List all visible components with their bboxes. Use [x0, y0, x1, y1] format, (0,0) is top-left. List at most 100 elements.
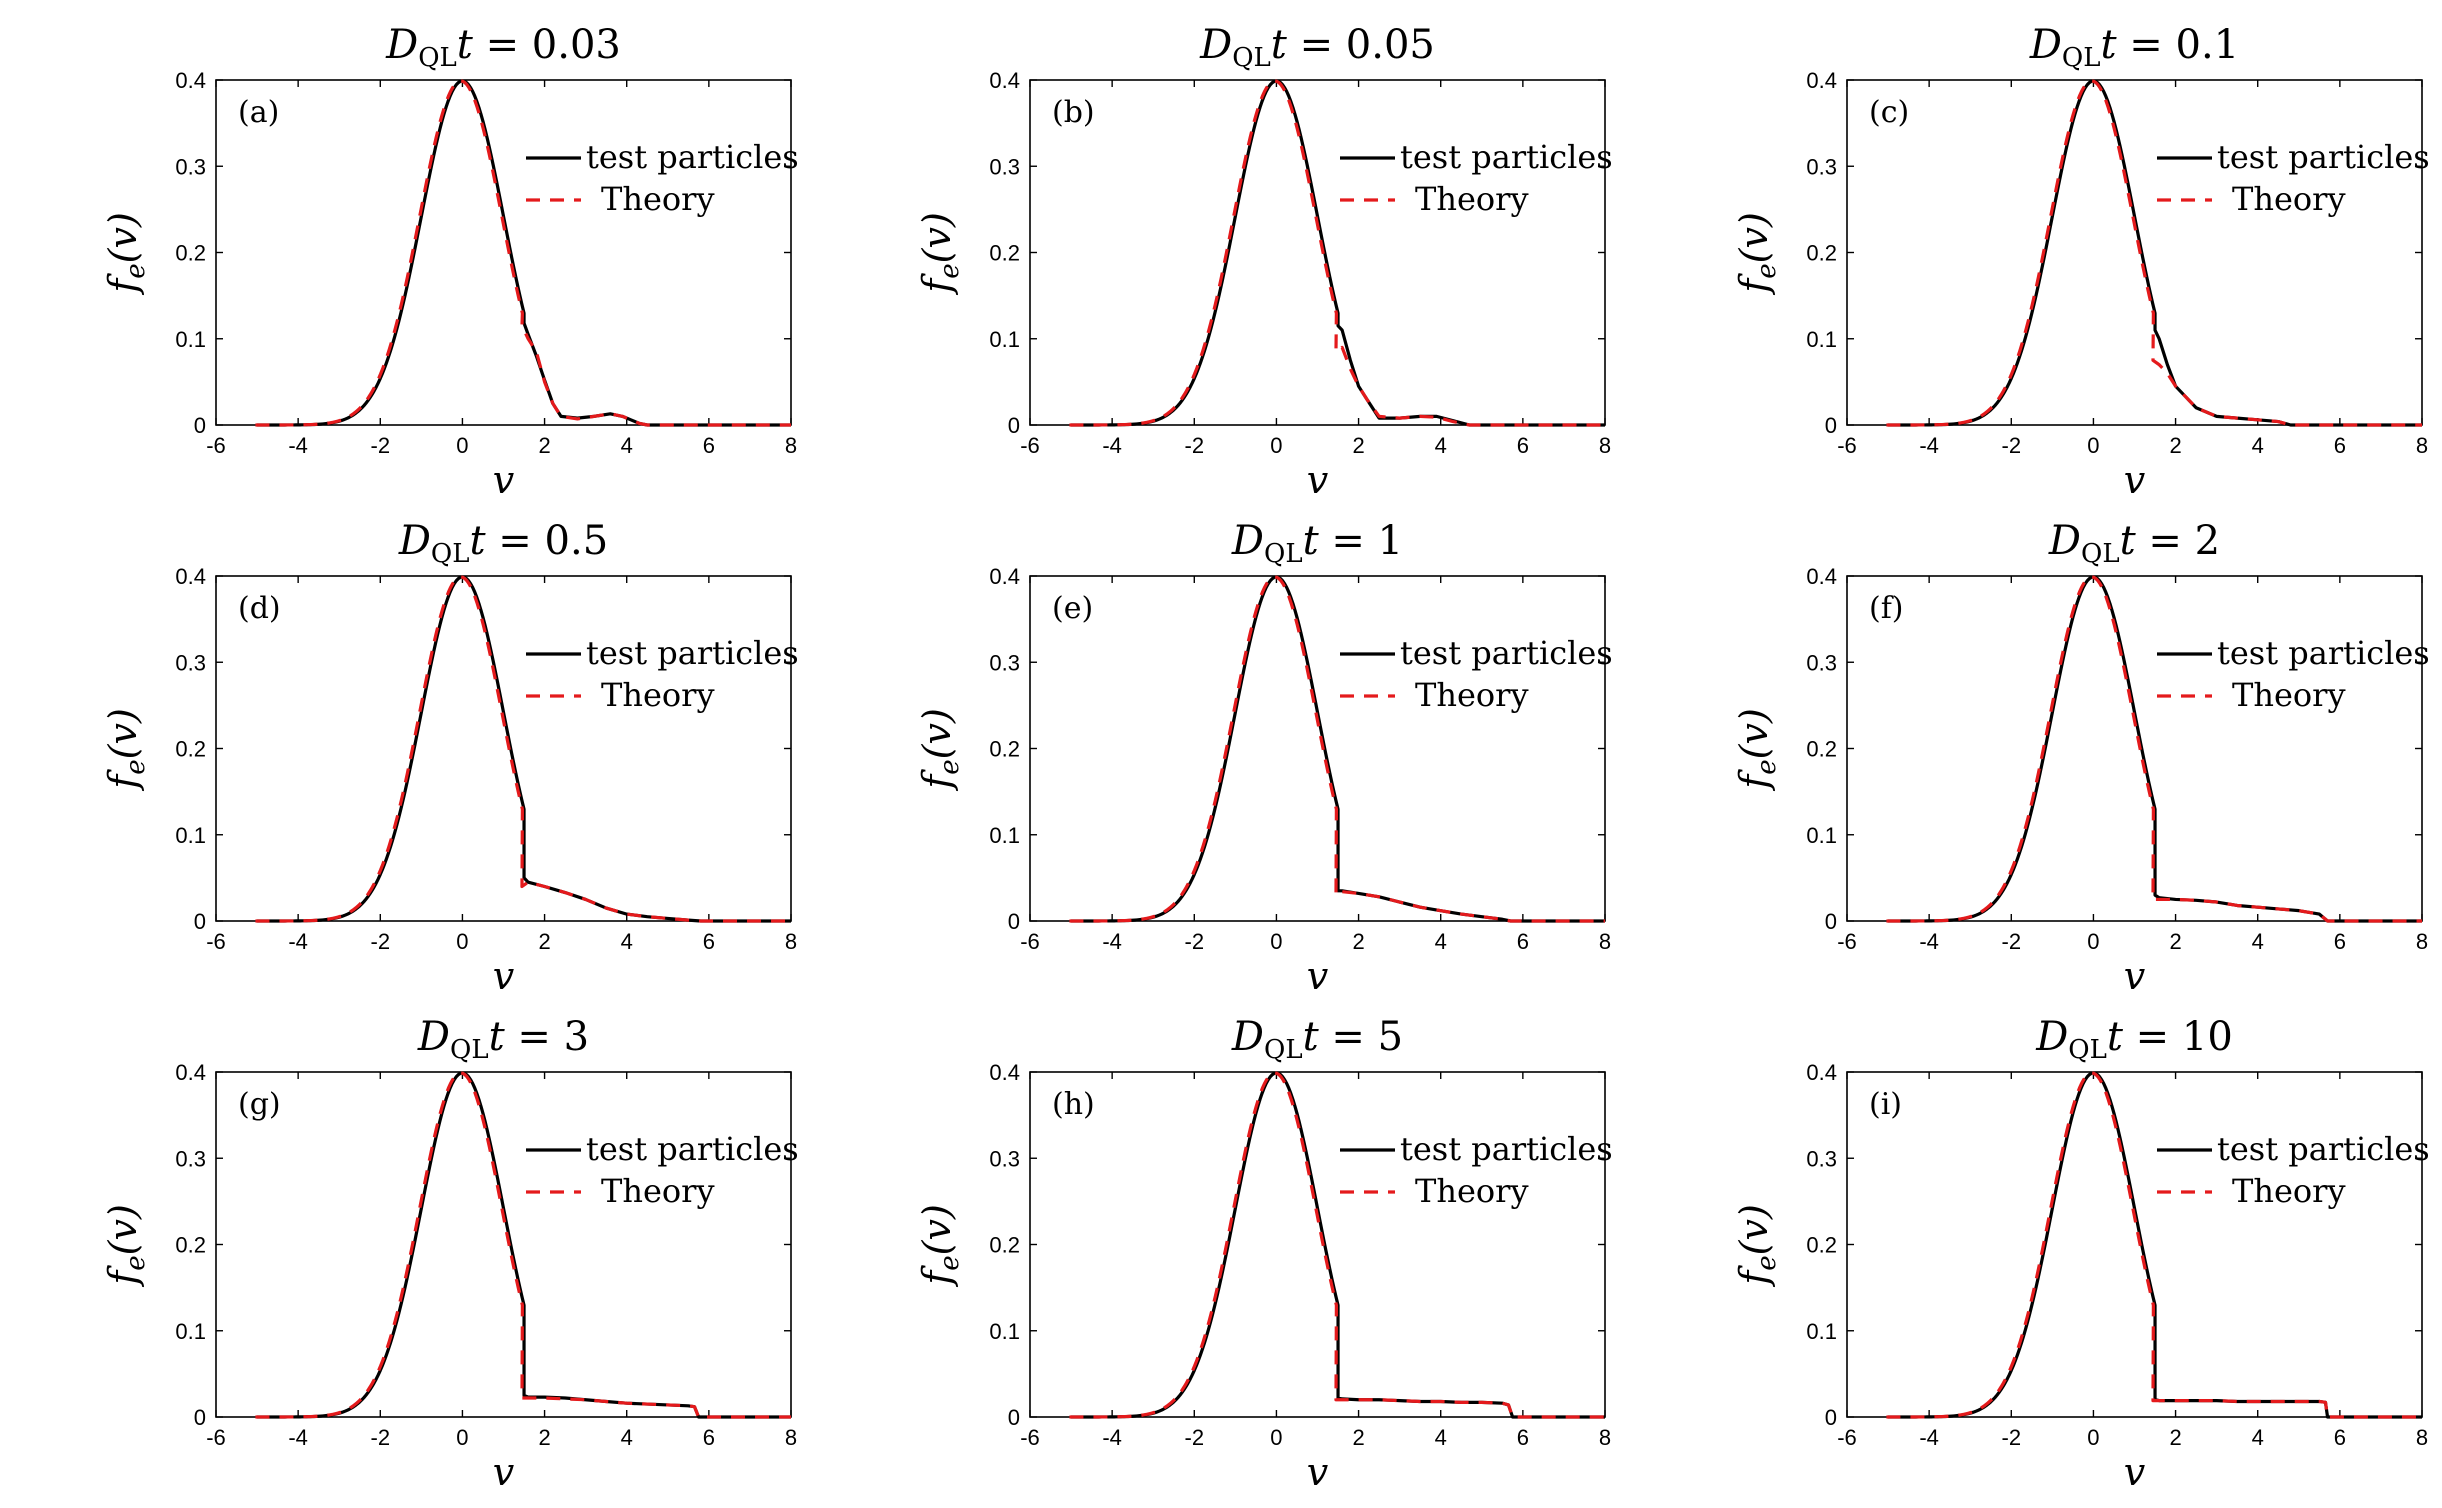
title-variable: t — [489, 1014, 506, 1060]
y-tick-label: 0.2 — [1806, 241, 1837, 266]
x-tick-label: 4 — [2252, 1425, 2264, 1450]
title-value: = 1 — [1319, 518, 1403, 564]
y-tick-label: 0.4 — [175, 1060, 206, 1085]
y-tick-label: 0 — [194, 909, 206, 934]
x-tick-label: 6 — [703, 433, 715, 458]
x-tick-label: -6 — [206, 929, 226, 954]
x-axis-label: v — [2124, 458, 2146, 502]
title-symbol: D — [2029, 22, 2062, 68]
y-label-sub: e — [1752, 263, 1782, 278]
x-tick-label: -6 — [1837, 929, 1857, 954]
y-tick-label: 0.2 — [175, 241, 206, 266]
y-tick-label: 0.3 — [175, 650, 206, 675]
x-tick-label: 8 — [785, 929, 797, 954]
y-tick-label: 0.3 — [1806, 650, 1837, 675]
panel-e: DQLt = 1 -6 -4 -2 0 2 4 6 8 0 0.1 0.2 0.3 0.4 v fe(v) (e… — [915, 518, 1613, 998]
x-tick-label: 4 — [1435, 929, 1447, 954]
legend-label-test: test particles — [2217, 634, 2430, 672]
panel-label: (f) — [1869, 591, 1904, 626]
x-tick-label: 2 — [1352, 929, 1364, 954]
x-tick-label: -2 — [1185, 1425, 1205, 1450]
x-tick-label: 0 — [1270, 1425, 1282, 1450]
x-tick-label: 4 — [1435, 433, 1447, 458]
legend-label-theory: Theory — [1415, 180, 1529, 218]
y-tick-label: 0.4 — [1806, 68, 1837, 93]
x-tick-label: 2 — [2169, 929, 2181, 954]
panel-label: (b) — [1052, 95, 1095, 130]
y-axis-label: fe(v) — [1732, 212, 1782, 296]
title-subscript: QL — [1232, 43, 1271, 73]
y-axis-label: fe(v) — [1732, 1204, 1782, 1288]
x-tick-label: 2 — [2169, 1425, 2181, 1450]
series-test-particles — [1888, 575, 2422, 923]
y-tick-label: 0.4 — [989, 564, 1020, 589]
x-axis-label: v — [493, 954, 515, 998]
axis-box — [1029, 79, 1606, 426]
y-tick-label: 0 — [1825, 1405, 1837, 1430]
panel-label: (g) — [238, 1087, 281, 1122]
title-variable: t — [470, 518, 487, 564]
title-variable: t — [1303, 1014, 1320, 1060]
y-tick-label: 0.1 — [989, 823, 1020, 848]
legend-label-test: test particles — [1400, 1130, 1613, 1168]
y-label-sub: e — [935, 759, 965, 774]
axis-box — [1846, 575, 2423, 922]
panel-c: DQLt = 0.1 -6 -4 -2 0 2 4 6 8 0 0.1 0.2 0.3 0.4 v fe(v)… — [1732, 22, 2430, 502]
title-symbol: D — [1199, 22, 1232, 68]
series-theory — [1069, 1071, 1605, 1419]
x-tick-label: 0 — [1270, 929, 1282, 954]
y-tick-label: 0 — [1825, 413, 1837, 438]
panel-title: DQLt = 3 — [417, 1014, 589, 1065]
title-symbol: D — [417, 1014, 450, 1060]
title-symbol: D — [2048, 518, 2081, 564]
x-tick-label: 4 — [2252, 929, 2264, 954]
title-variable: t — [457, 22, 474, 68]
x-tick-label: 8 — [2416, 1425, 2428, 1450]
legend-label-theory: Theory — [1415, 676, 1529, 714]
series-test-particles — [257, 575, 791, 923]
title-subscript: QL — [1264, 539, 1303, 569]
panel-title: DQLt = 2 — [2048, 518, 2220, 569]
title-symbol: D — [2035, 1014, 2068, 1060]
y-label-arg: (v) — [101, 708, 145, 759]
y-tick-label: 0.4 — [175, 68, 206, 93]
legend-label-test: test particles — [2217, 138, 2430, 176]
legend-label-test: test particles — [1400, 634, 1613, 672]
y-label-arg: (v) — [915, 708, 959, 759]
x-tick-label: -2 — [2002, 433, 2022, 458]
y-tick-label: 0.3 — [989, 154, 1020, 179]
y-label-arg: (v) — [1732, 1204, 1776, 1255]
panel-a: DQLt = 0.03 -6 -4 -2 0 2 4 6 8 0 0.1 0.2 0.3 0.4 v fe(v… — [101, 22, 799, 502]
x-tick-label: -4 — [1919, 929, 1939, 954]
panel-title: DQLt = 0.1 — [2029, 22, 2239, 73]
x-tick-label: -2 — [2002, 929, 2022, 954]
title-variable: t — [2107, 1014, 2124, 1060]
y-tick-label: 0 — [1825, 909, 1837, 934]
title-subscript: QL — [2062, 43, 2101, 73]
title-variable: t — [2120, 518, 2137, 564]
x-tick-label: 4 — [621, 433, 633, 458]
x-tick-label: -2 — [371, 433, 391, 458]
x-tick-label: -2 — [371, 1425, 391, 1450]
x-tick-label: -2 — [1185, 929, 1205, 954]
title-value: = 5 — [1319, 1014, 1403, 1060]
title-symbol: D — [1231, 1014, 1264, 1060]
legend: test particles Theory — [2157, 1130, 2430, 1210]
y-tick-label: 0.1 — [175, 823, 206, 848]
legend-label-theory: Theory — [601, 676, 715, 714]
y-label-sub: e — [121, 1255, 151, 1270]
y-tick-label: 0.1 — [1806, 327, 1837, 352]
legend-label-theory: Theory — [2232, 1172, 2346, 1210]
panel-f: DQLt = 2 -6 -4 -2 0 2 4 6 8 0 0.1 0.2 0.3 0.4 v fe(v) (f… — [1732, 518, 2430, 998]
y-tick-label: 0 — [1008, 413, 1020, 438]
legend: test particles Theory — [526, 138, 799, 218]
legend: test particles Theory — [526, 634, 799, 714]
x-tick-label: -2 — [2002, 1425, 2022, 1450]
x-tick-label: -6 — [1837, 433, 1857, 458]
x-tick-label: 0 — [2087, 433, 2099, 458]
series-test-particles — [1888, 79, 2422, 427]
legend-label-test: test particles — [586, 138, 799, 176]
x-tick-label: 6 — [1517, 929, 1529, 954]
x-tick-label: 8 — [1599, 1425, 1611, 1450]
y-tick-label: 0.2 — [1806, 1233, 1837, 1258]
